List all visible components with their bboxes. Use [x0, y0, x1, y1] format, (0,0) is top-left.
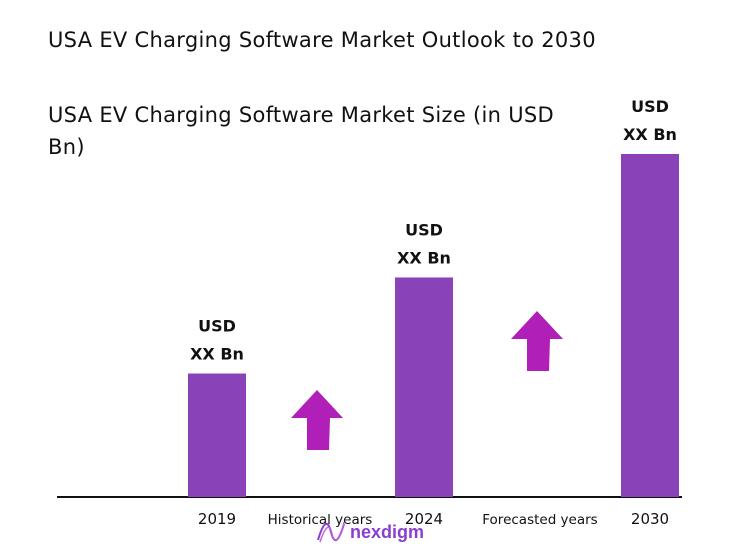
data-label-2019: XX Bn: [190, 345, 244, 364]
bar-2019: [188, 373, 246, 497]
bar-2024: [395, 277, 453, 497]
logo-text: nexdigm: [350, 521, 425, 542]
data-label-2030: XX Bn: [623, 125, 677, 144]
nexdigm-logo: nexdigm: [316, 520, 424, 544]
x-tick-label: 2024: [405, 510, 443, 528]
data-label-2030: USD: [631, 97, 669, 116]
chart-subtitle: USA EV Charging Software Market Size (in…: [48, 103, 555, 159]
x-tick-label: 2030: [631, 510, 669, 528]
growth-arrow-icon: [511, 311, 563, 371]
data-label-2019: USD: [198, 317, 236, 336]
data-label-2024: XX Bn: [397, 248, 451, 267]
chart-title: USA EV Charging Software Market Outlook …: [48, 28, 596, 52]
bar-2030: [621, 154, 679, 497]
x-tick-label: 2019: [198, 510, 236, 528]
period-label: Forecasted years: [482, 512, 597, 528]
period-label: Historical years: [268, 512, 373, 528]
growth-arrow-icon: [291, 390, 343, 450]
logo-wave-icon: [317, 521, 345, 543]
data-label-2024: USD: [405, 220, 443, 239]
